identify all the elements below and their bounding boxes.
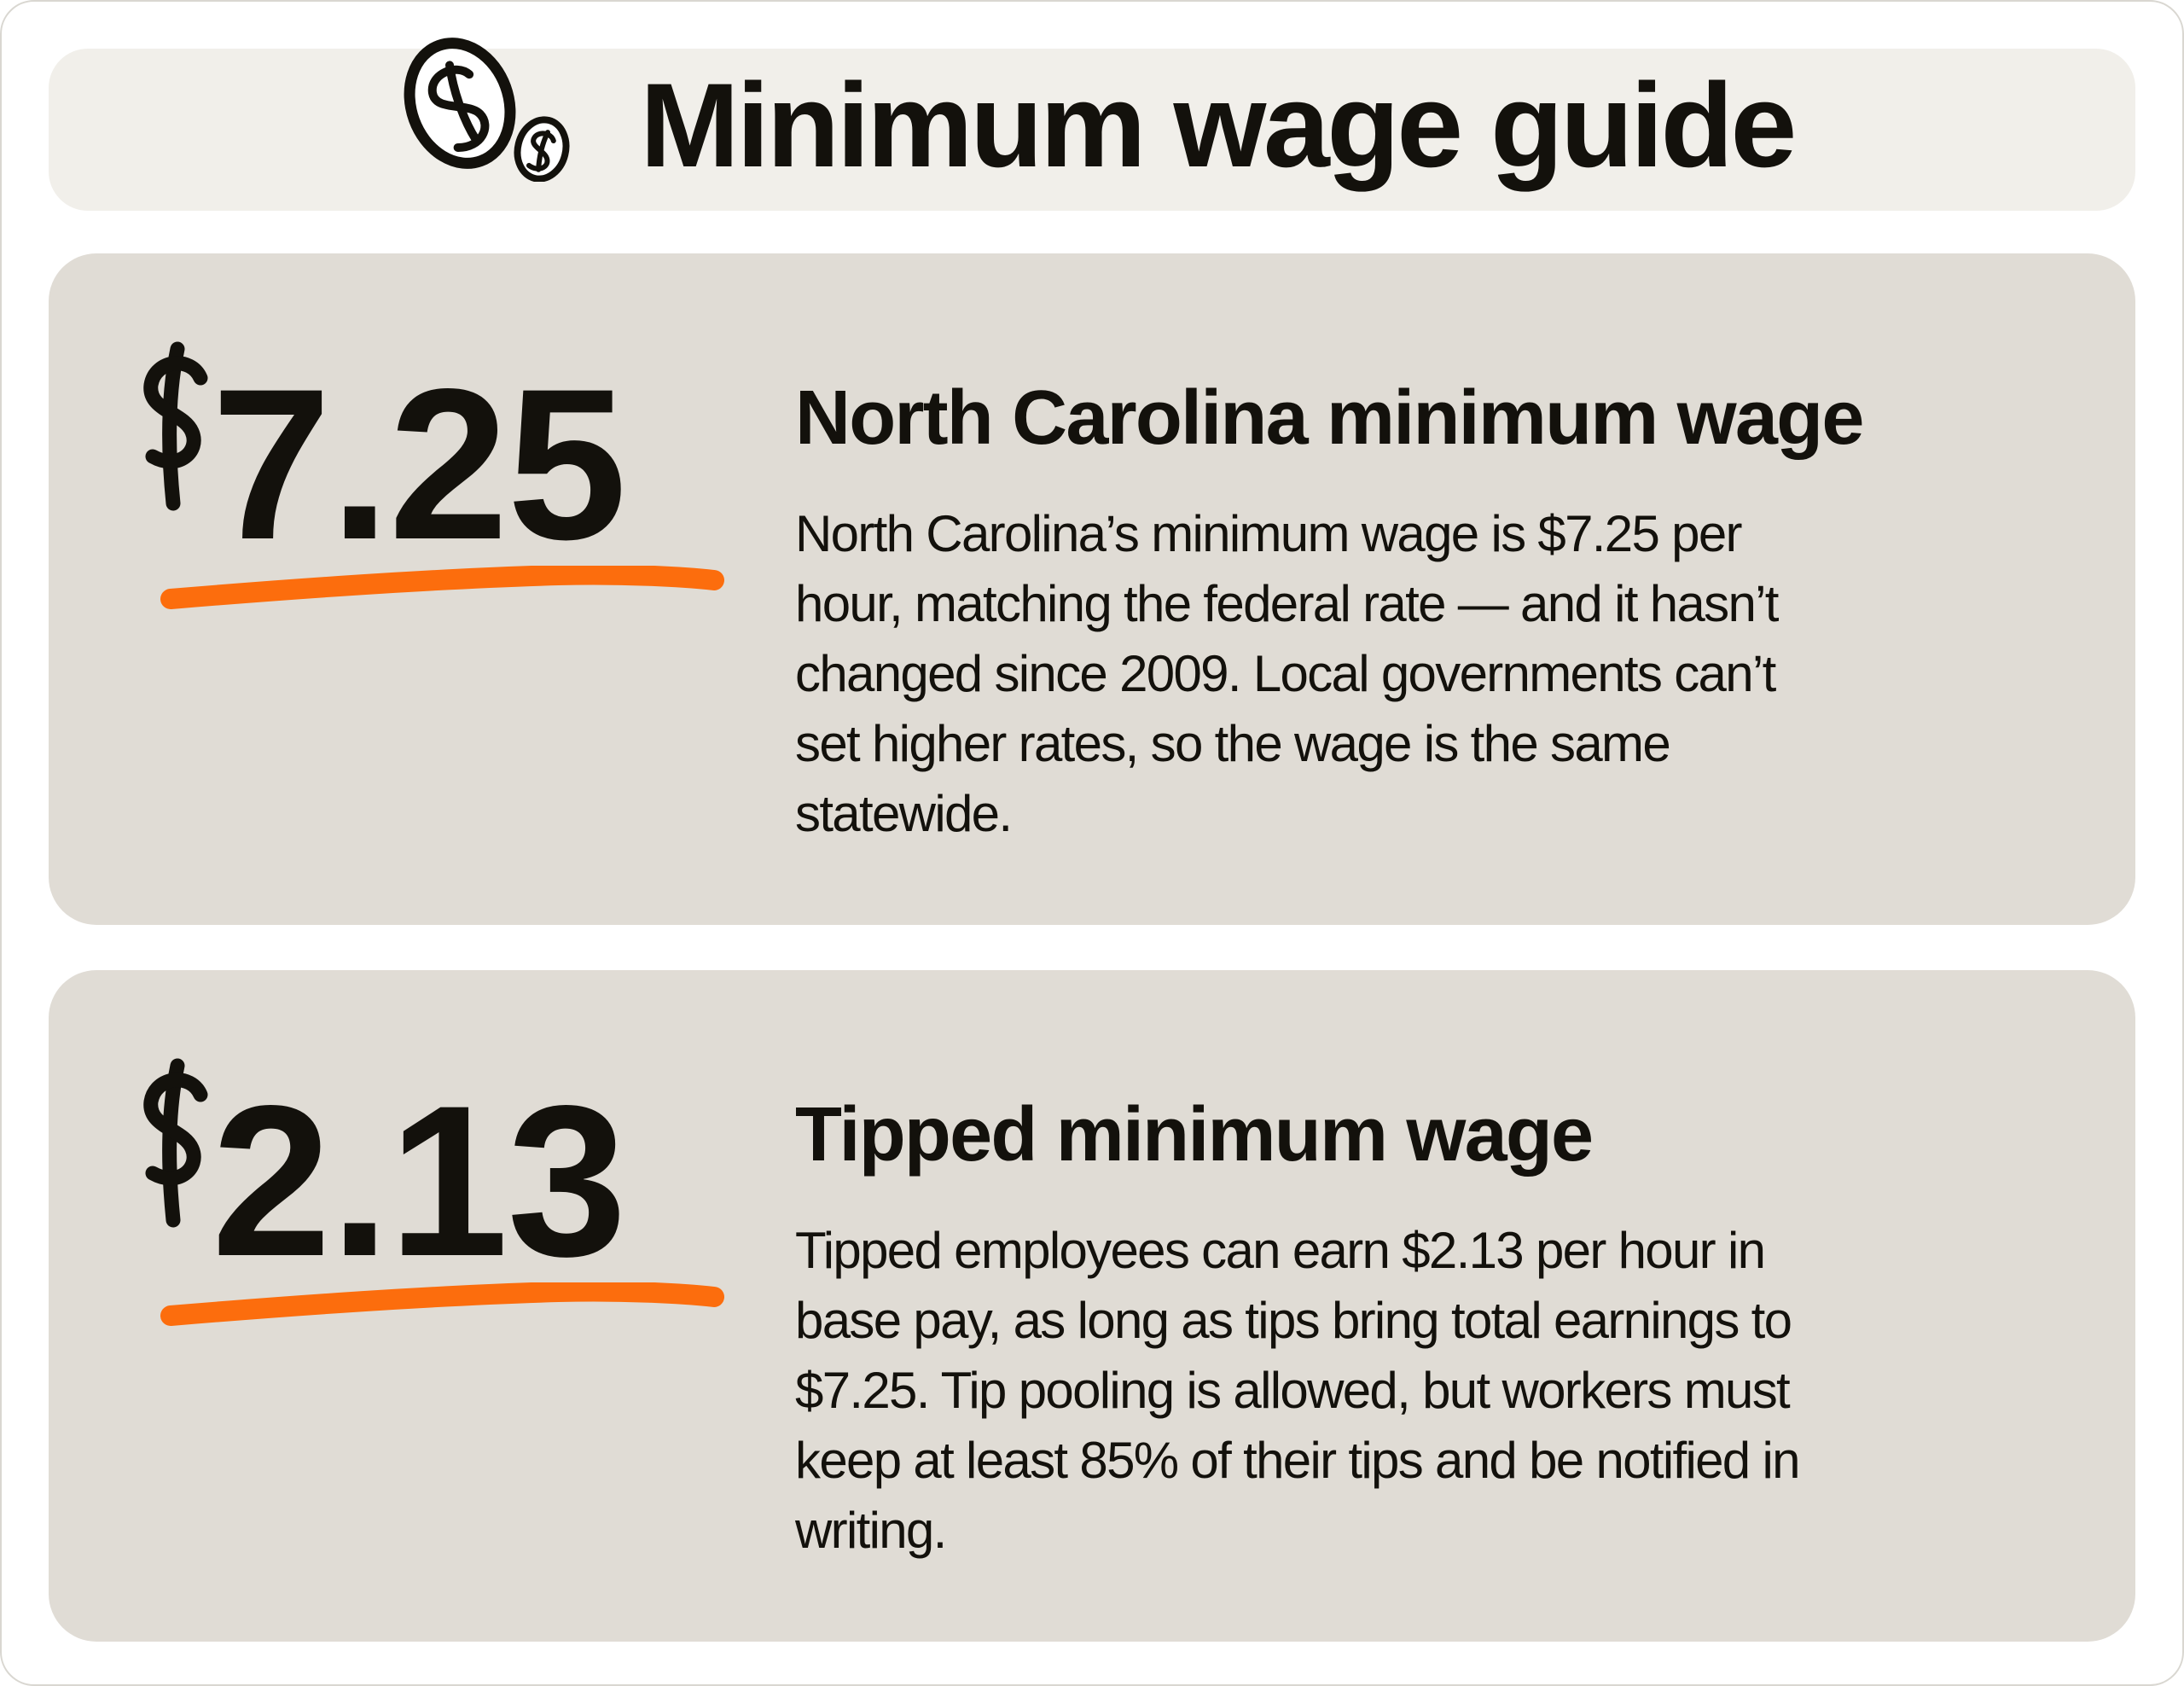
card-state-minimum-wage: 7.25 North Carolina minimum wage North C… [49,253,2135,925]
body-line: keep at least 85% of their tips and be n… [795,1432,1801,1489]
card-body: North Carolina’s minimum wage is $7.25 p… [795,499,2054,849]
dollar-sign-icon [143,1058,208,1228]
card-body: Tipped employees can earn $2.13 per hour… [795,1216,2054,1566]
body-line: hour, matching the federal rate — and it… [795,575,1779,632]
hand-drawn-underline-icon [160,1282,724,1326]
body-line: base pay, as long as tips bring total ea… [795,1292,1792,1349]
amount-column: 7.25 [130,341,795,925]
card-heading: North Carolina minimum wage [795,375,1864,461]
amount-value: 7.25 [212,345,627,584]
text-column: Tipped minimum wage Tipped employees can… [795,1096,2054,1642]
amount-value: 2.13 [212,1061,627,1301]
amount: 2.13 [130,1058,795,1301]
header-bar: Minimum wage guide [49,38,2135,211]
body-line: Tipped employees can earn $2.13 per hour… [795,1222,1766,1279]
body-line: statewide. [795,785,1013,842]
page-title: Minimum wage guide [640,58,1797,192]
body-line: writing. [795,1502,947,1559]
body-line: changed since 2009. Local governments ca… [795,645,1776,702]
text-column: North Carolina minimum wage North Caroli… [795,380,2054,925]
dollar-sign-icon [143,341,208,511]
card-heading: Tipped minimum wage [795,1092,1594,1177]
hand-drawn-underline-icon [160,566,724,609]
card-tipped-minimum-wage: 2.13 Tipped minimum wage Tipped employee… [49,970,2135,1642]
amount: 7.25 [130,341,795,584]
amount-column: 2.13 [130,1058,795,1642]
coins-icon [404,38,570,182]
body-line: North Carolina’s minimum wage is $7.25 p… [795,505,1743,562]
body-line: $7.25. Tip pooling is allowed, but worke… [795,1362,1791,1419]
body-line: set higher rates, so the wage is the sam… [795,715,1671,772]
